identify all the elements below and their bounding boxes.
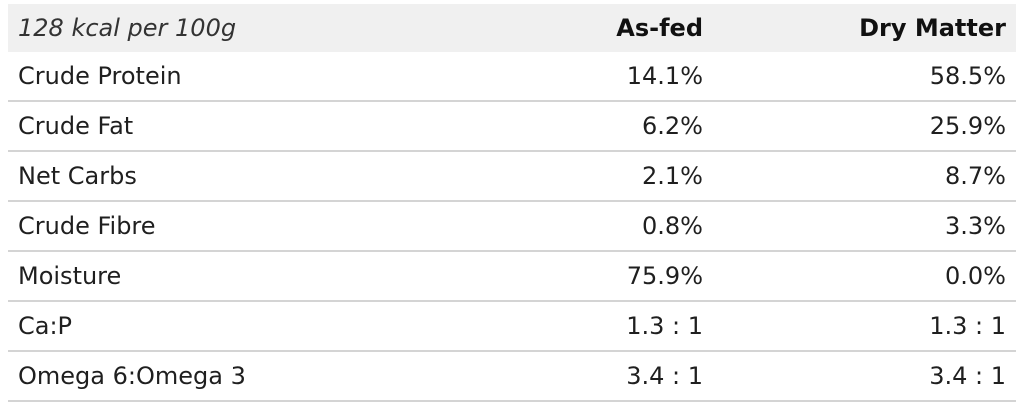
table-row-ca-p: Ca:P 1.3 : 1 1.3 : 1 [8, 302, 1016, 352]
row-label: Net Carbs [18, 162, 137, 190]
table-row-moisture: Moisture 75.9% 0.0% [8, 252, 1016, 302]
as-fed-value: 0.8% [642, 212, 703, 240]
table-header-row: 128 kcal per 100g As-fed Dry Matter [8, 4, 1016, 52]
dry-matter-value: 58.5% [929, 62, 1006, 90]
dry-matter-value: 25.9% [929, 112, 1006, 140]
as-fed-value: 6.2% [642, 112, 703, 140]
row-label: Moisture [18, 262, 122, 290]
dry-matter-value: 0.0% [945, 262, 1006, 290]
as-fed-value: 1.3 : 1 [626, 312, 703, 340]
as-fed-value: 75.9% [626, 262, 703, 290]
as-fed-value: 2.1% [642, 162, 703, 190]
energy-label: 128 kcal per 100g [18, 14, 237, 42]
nutrition-table: 128 kcal per 100g As-fed Dry Matter Crud… [8, 4, 1016, 402]
dry-matter-value: 3.4 : 1 [929, 362, 1006, 390]
row-label: Omega 6:Omega 3 [18, 362, 246, 390]
as-fed-column-header: As-fed [616, 14, 703, 42]
row-label: Crude Protein [18, 62, 182, 90]
dry-matter-value: 1.3 : 1 [929, 312, 1006, 340]
table-row-crude-fibre: Crude Fibre 0.8% 3.3% [8, 202, 1016, 252]
as-fed-value: 14.1% [626, 62, 703, 90]
table-row-crude-fat: Crude Fat 6.2% 25.9% [8, 102, 1016, 152]
as-fed-value: 3.4 : 1 [626, 362, 703, 390]
dry-matter-value: 3.3% [945, 212, 1006, 240]
table-row-omega-ratio: Omega 6:Omega 3 3.4 : 1 3.4 : 1 [8, 352, 1016, 402]
row-label: Ca:P [18, 312, 73, 340]
row-label: Crude Fibre [18, 212, 156, 240]
row-label: Crude Fat [18, 112, 134, 140]
dry-matter-column-header: Dry Matter [859, 14, 1006, 42]
dry-matter-value: 8.7% [945, 162, 1006, 190]
table-row-crude-protein: Crude Protein 14.1% 58.5% [8, 52, 1016, 102]
table-row-net-carbs: Net Carbs 2.1% 8.7% [8, 152, 1016, 202]
